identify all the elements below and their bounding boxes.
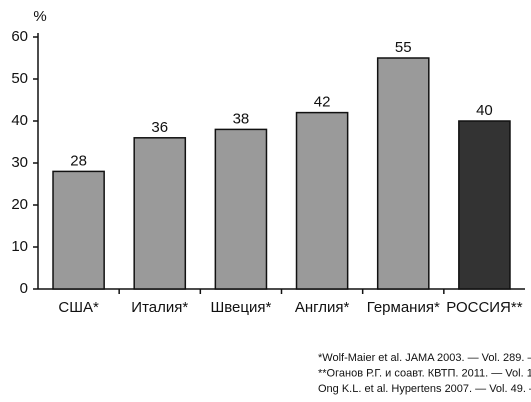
x-tick-label: Германия* [367,299,440,316]
y-tick-label: 60 [11,28,28,45]
y-tick-label: 50 [11,70,28,87]
x-tick-label: Италия* [131,299,188,316]
value-label: 42 [314,94,331,111]
bar [52,170,105,290]
y-tick-label: 40 [11,112,28,129]
value-label: 55 [395,39,412,56]
y-tick-label: 20 [11,196,28,213]
y-tick-label: 30 [11,154,28,171]
value-label: 28 [70,152,87,169]
bar [458,120,511,290]
y-axis-label: % [33,8,46,25]
bar [376,57,430,290]
bar [295,111,349,290]
footnote: *Wolf-Maier et al. JAMA 2003. — Vol. 289… [318,352,531,364]
y-tick-label: 0 [20,280,28,297]
value-label: 40 [476,102,493,119]
footnote: **Оганов Р.Г. и соавт. КВТП. 2011. — Vol… [318,367,531,379]
value-label: 38 [233,110,250,127]
x-tick-label: Англия* [295,299,350,316]
x-tick-label: США* [58,299,99,316]
bar [214,128,268,290]
value-label: 36 [151,119,168,136]
bar [133,137,187,290]
footnote: Ong K.L. et al. Hypertens 2007. — Vol. 4… [318,383,531,395]
x-tick-label: РОССИЯ** [446,299,522,316]
y-tick-label: 10 [11,238,28,255]
x-tick-label: Швеция* [211,299,272,316]
